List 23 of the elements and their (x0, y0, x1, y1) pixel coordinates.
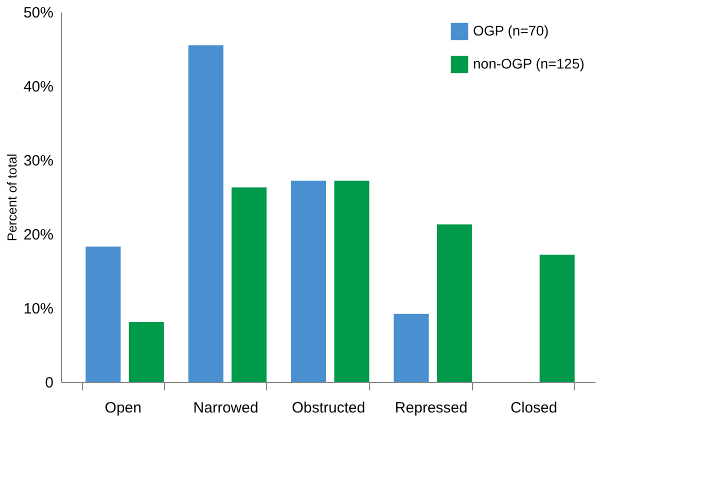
legend-label: OGP (n=70) (473, 22, 549, 38)
bar (436, 224, 472, 382)
y-tick-label: 40% (23, 78, 54, 96)
bar (188, 45, 224, 382)
bar (334, 180, 370, 382)
x-tick-label: Narrowed (193, 400, 258, 416)
x-tick-label: Repressed (394, 400, 468, 416)
bar (291, 180, 326, 382)
bar (232, 187, 267, 382)
x-tick-label: Obstructed (292, 400, 366, 416)
y-tick-label: 30% (23, 152, 54, 170)
legend-label: non-OGP (n=125) (473, 56, 584, 72)
y-tick-label: 50% (23, 4, 54, 22)
y-tick-label: 0 (45, 374, 54, 392)
bar (540, 254, 575, 382)
y-tick-label: 20% (23, 226, 54, 244)
y-tick-label: 10% (23, 300, 54, 318)
bar (394, 314, 429, 382)
x-tick-label: Open (104, 400, 142, 416)
bar (128, 322, 164, 382)
y-axis-title: Percent of total (4, 154, 20, 242)
bar (86, 246, 121, 382)
x-tick-label: Closed (510, 400, 558, 416)
